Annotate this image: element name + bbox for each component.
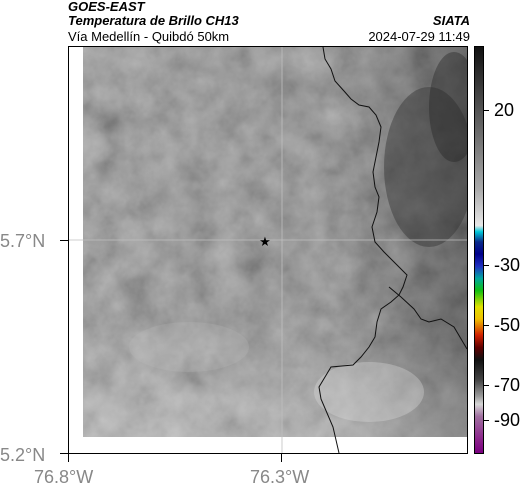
lat-tick-mark-2 bbox=[60, 453, 68, 454]
map-canvas: ★ bbox=[69, 47, 467, 453]
colorbar-tick bbox=[484, 325, 489, 326]
lon-tick-mark-2 bbox=[281, 454, 282, 462]
lon-tick-mark-1 bbox=[68, 454, 69, 462]
title-line-2: Temperatura de Brillo CH13 bbox=[68, 13, 239, 28]
title-line-1: GOES-EAST bbox=[68, 0, 145, 14]
lon-tick-label: 76.3°W bbox=[250, 467, 310, 487]
datetime-label: 2024-07-29 11:49 bbox=[368, 29, 470, 44]
temperature-colorbar bbox=[474, 46, 484, 454]
colorbar-label: -30 bbox=[494, 255, 521, 275]
colorbar-tick bbox=[484, 420, 489, 421]
secondary-border bbox=[388, 286, 467, 350]
lat-tick-mark-1 bbox=[60, 240, 68, 241]
satellite-imagery bbox=[83, 47, 467, 437]
location-marker-icon: ★ bbox=[259, 235, 271, 250]
lat-tick-label: 5.7°N bbox=[0, 231, 46, 251]
colorbar-label: -50 bbox=[494, 315, 521, 335]
colorbar-label: -90 bbox=[494, 410, 521, 430]
source-label: SIATA bbox=[432, 13, 470, 28]
colorbar-tick bbox=[484, 265, 489, 266]
satellite-map: ★ bbox=[68, 46, 468, 454]
colorbar-tick bbox=[484, 110, 489, 111]
lat-tick-label: 5.2°N bbox=[0, 445, 46, 465]
lon-tick-label: 76.8°W bbox=[34, 467, 94, 487]
department-border bbox=[318, 47, 408, 453]
subtitle: Vía Medellín - Quibdó 50km bbox=[68, 29, 230, 44]
colorbar-label: -70 bbox=[494, 375, 521, 395]
colorbar-label: 20 bbox=[494, 100, 515, 120]
colorbar-tick bbox=[484, 385, 489, 386]
